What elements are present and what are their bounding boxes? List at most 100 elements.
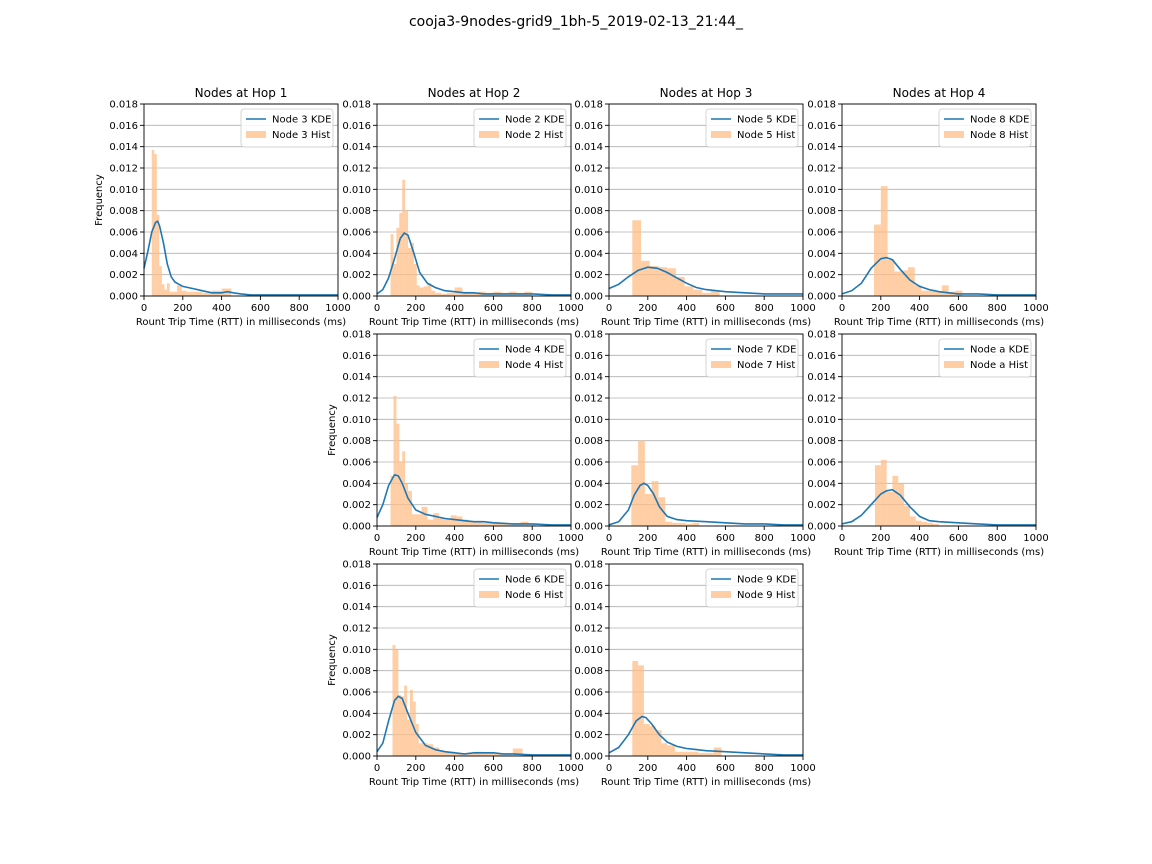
kde-line <box>608 715 803 756</box>
y-axis-label: Frequency <box>327 404 338 456</box>
legend: Node 5 KDE Node 5 Hist <box>705 108 799 148</box>
x-tick-label: 0 <box>374 533 380 544</box>
hist-bar <box>678 522 686 526</box>
y-tick-label: 0.010 <box>109 185 138 196</box>
hist-bar <box>456 516 463 526</box>
legend-hist-label: Node 9 Hist <box>737 590 795 601</box>
subplot-3: 0 200 400 600 800 1000 0.000 0.002 0.004 0.006 0.0… <box>574 86 815 328</box>
hist-bar <box>528 523 537 526</box>
y-tick-label: 0.008 <box>109 206 138 217</box>
y-tick-label: 0.012 <box>342 164 371 175</box>
hist-bar <box>408 248 411 296</box>
y-tick-label: 0.004 <box>574 709 603 720</box>
y-tick-label: 0.008 <box>574 666 603 677</box>
hist-bar <box>427 283 432 296</box>
hist-bar <box>921 521 928 526</box>
hist-bar <box>632 661 639 756</box>
x-axis-label: Rount Trip Time (RTT) in milliseconds (m… <box>601 547 811 558</box>
hist-bar <box>667 745 675 756</box>
legend-kde-label: Node a KDE <box>970 345 1029 356</box>
legend-hist-swatch <box>711 591 731 598</box>
y-tick-label: 0.016 <box>342 351 371 362</box>
kde-line <box>376 695 571 756</box>
hist-bar <box>411 514 416 526</box>
hist-bar <box>444 751 455 756</box>
legend: Node a KDE Node a Hist <box>938 338 1032 378</box>
y-tick-label: 0.014 <box>342 372 371 383</box>
x-tick-label: 400 <box>910 533 929 544</box>
hist-bar <box>675 276 685 296</box>
hist-bar <box>398 695 402 756</box>
hist-bar <box>702 292 711 296</box>
legend-kde-label: Node 6 KDE <box>505 575 564 586</box>
hist-bar <box>176 285 182 296</box>
x-tick-label: 800 <box>988 303 1007 314</box>
x-tick-label: 800 <box>523 763 542 774</box>
legend-kde-label: Node 5 KDE <box>737 115 796 126</box>
hist-bar <box>874 224 881 296</box>
y-tick-label: 0.008 <box>342 436 371 447</box>
hist-bar <box>393 264 397 296</box>
hist-bar <box>181 290 187 296</box>
y-tick-label: 0.002 <box>109 270 138 281</box>
figure-title: cooja3-9nodes-grid9_1bh-5_2019-02-13_21:… <box>408 14 744 30</box>
y-tick-label: 0.014 <box>807 372 836 383</box>
y-tick-label: 0.016 <box>342 121 371 132</box>
x-axis-label: Rount Trip Time (RTT) in milliseconds (m… <box>369 547 579 558</box>
y-tick-label: 0.004 <box>574 249 603 260</box>
y-tick-label: 0.010 <box>342 645 371 656</box>
axes-frame <box>376 103 572 297</box>
hist-bar <box>433 513 440 526</box>
hist-bar <box>649 266 659 296</box>
hist-bar <box>446 292 455 296</box>
subplot-2: 0 200 400 600 800 1000 0.000 0.002 0.004 0.006 0.0… <box>342 86 583 328</box>
hist-bar <box>935 291 942 296</box>
hist-bar <box>927 522 934 526</box>
y-tick-label: 0.018 <box>807 100 836 111</box>
subplot-7: 0 200 400 600 800 1000 0.000 0.002 0.004 0.006 0.0… <box>807 330 1048 559</box>
x-tick-label: 0 <box>374 763 380 774</box>
subplot-title: Nodes at Hop 4 <box>893 86 986 100</box>
y-tick-label: 0.012 <box>574 624 603 635</box>
hist-bar <box>483 752 494 756</box>
y-tick-label: 0.000 <box>574 292 603 303</box>
hist-bar <box>921 290 929 296</box>
x-tick-label: 600 <box>716 763 735 774</box>
hist-bar <box>512 748 523 756</box>
hist-bar <box>423 286 428 296</box>
y-tick-label: 0.012 <box>342 624 371 635</box>
hist-bar <box>682 751 691 756</box>
hist-bar <box>474 751 484 756</box>
x-tick-label: 0 <box>374 303 380 314</box>
y-tick-label: 0.012 <box>574 164 603 175</box>
hist-bar <box>641 260 650 296</box>
x-tick-label: 0 <box>141 303 147 314</box>
hist-bar <box>166 283 170 296</box>
subplot-title: Nodes at Hop 1 <box>195 86 288 100</box>
kde-line <box>841 256 1036 296</box>
y-axis-label: Frequency <box>94 174 105 226</box>
y-tick-label: 0.008 <box>807 206 836 217</box>
y-tick-label: 0.008 <box>342 666 371 677</box>
y-tick-label: 0.016 <box>342 581 371 592</box>
x-tick-label: 200 <box>871 303 890 314</box>
hist-bar <box>164 289 167 296</box>
legend: Node 6 KDE Node 6 Hist <box>473 568 567 608</box>
hist-bar <box>915 520 922 526</box>
x-tick-label: 1000 <box>558 303 583 314</box>
y-tick-label: 0.014 <box>574 142 603 153</box>
hist-bar <box>433 747 440 756</box>
hist-bar <box>421 506 428 526</box>
legend: Node 3 KDE Node 3 Hist <box>240 108 334 148</box>
y-tick-label: 0.010 <box>807 415 836 426</box>
hist-bar <box>474 521 482 526</box>
legend-hist-swatch <box>479 131 499 138</box>
hist-bar <box>405 210 409 296</box>
hist-bar <box>441 293 447 296</box>
hist-bar <box>396 227 400 296</box>
x-tick-label: 400 <box>677 533 696 544</box>
x-tick-label: 400 <box>212 303 231 314</box>
x-tick-label: 1000 <box>1023 533 1048 544</box>
hist-bar <box>418 743 422 756</box>
